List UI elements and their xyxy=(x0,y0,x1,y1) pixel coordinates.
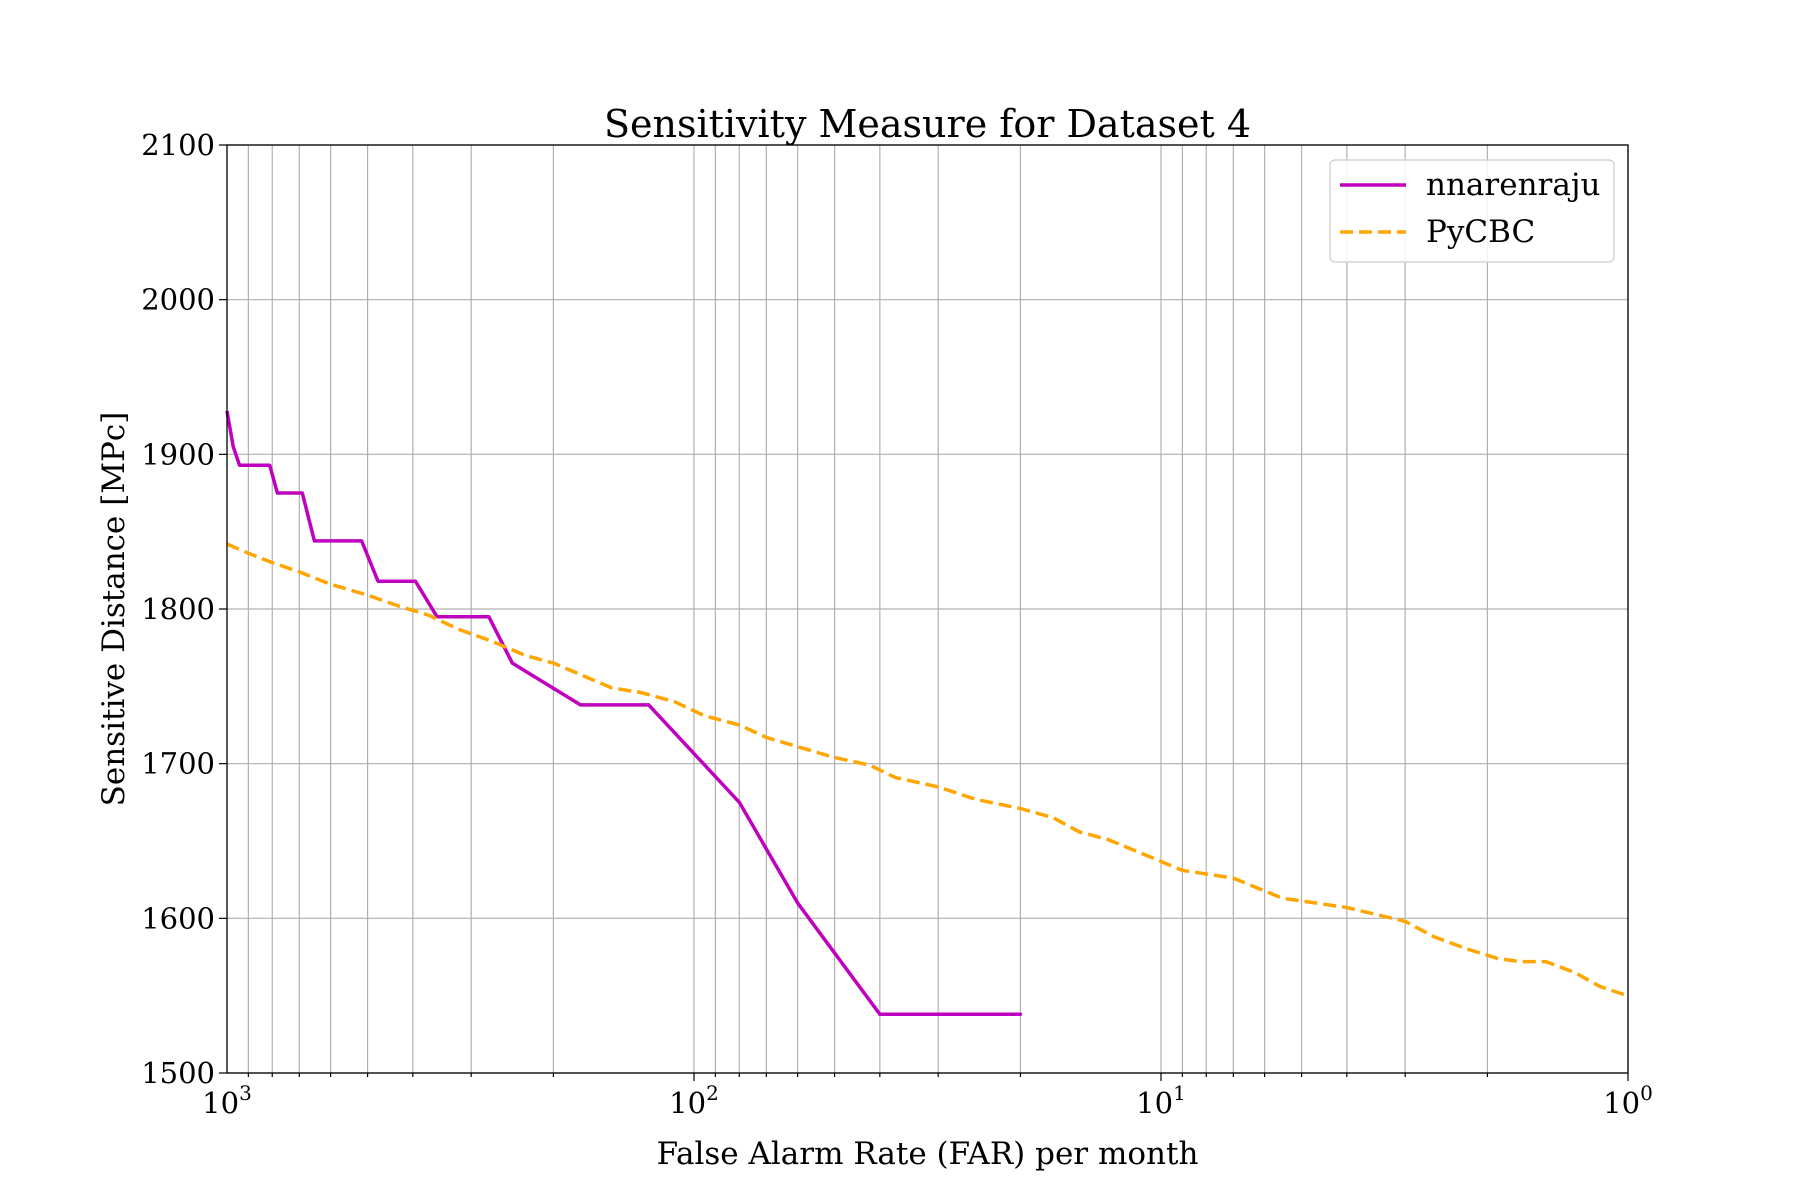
x-tick-label: 102 xyxy=(669,1081,719,1120)
y-tick-label: 2100 xyxy=(141,128,215,162)
legend-label: PyCBC xyxy=(1426,214,1535,250)
y-tick-label: 1700 xyxy=(141,747,215,781)
legend-label: nnarenraju xyxy=(1426,167,1600,203)
x-tick-label: 101 xyxy=(1136,1081,1186,1120)
series-layer xyxy=(225,410,1629,1016)
y-tick-label: 1500 xyxy=(141,1056,215,1090)
x-axis-label: False Alarm Rate (FAR) per month xyxy=(657,1136,1199,1172)
x-tick-label: 100 xyxy=(1603,1081,1653,1120)
ticks: 1500 1600 1700 1800 1900 2000 2100 103 102 101 100 xyxy=(141,128,1653,1120)
chart-title: Sensitivity Measure for Dataset 4 xyxy=(604,102,1251,146)
y-axis-label: Sensitive Distance [MPc] xyxy=(96,412,132,807)
series-line-pycbc xyxy=(226,542,1629,998)
legend: nnarenraju PyCBC xyxy=(1329,159,1615,263)
y-tick-label: 1900 xyxy=(141,437,215,471)
y-tick-label: 1600 xyxy=(141,901,215,935)
series-line-nnarenraju xyxy=(225,410,1023,1016)
x-tick-label: 103 xyxy=(202,1081,252,1120)
y-tick-label: 2000 xyxy=(141,283,215,317)
y-tick-label: 1800 xyxy=(141,592,215,626)
